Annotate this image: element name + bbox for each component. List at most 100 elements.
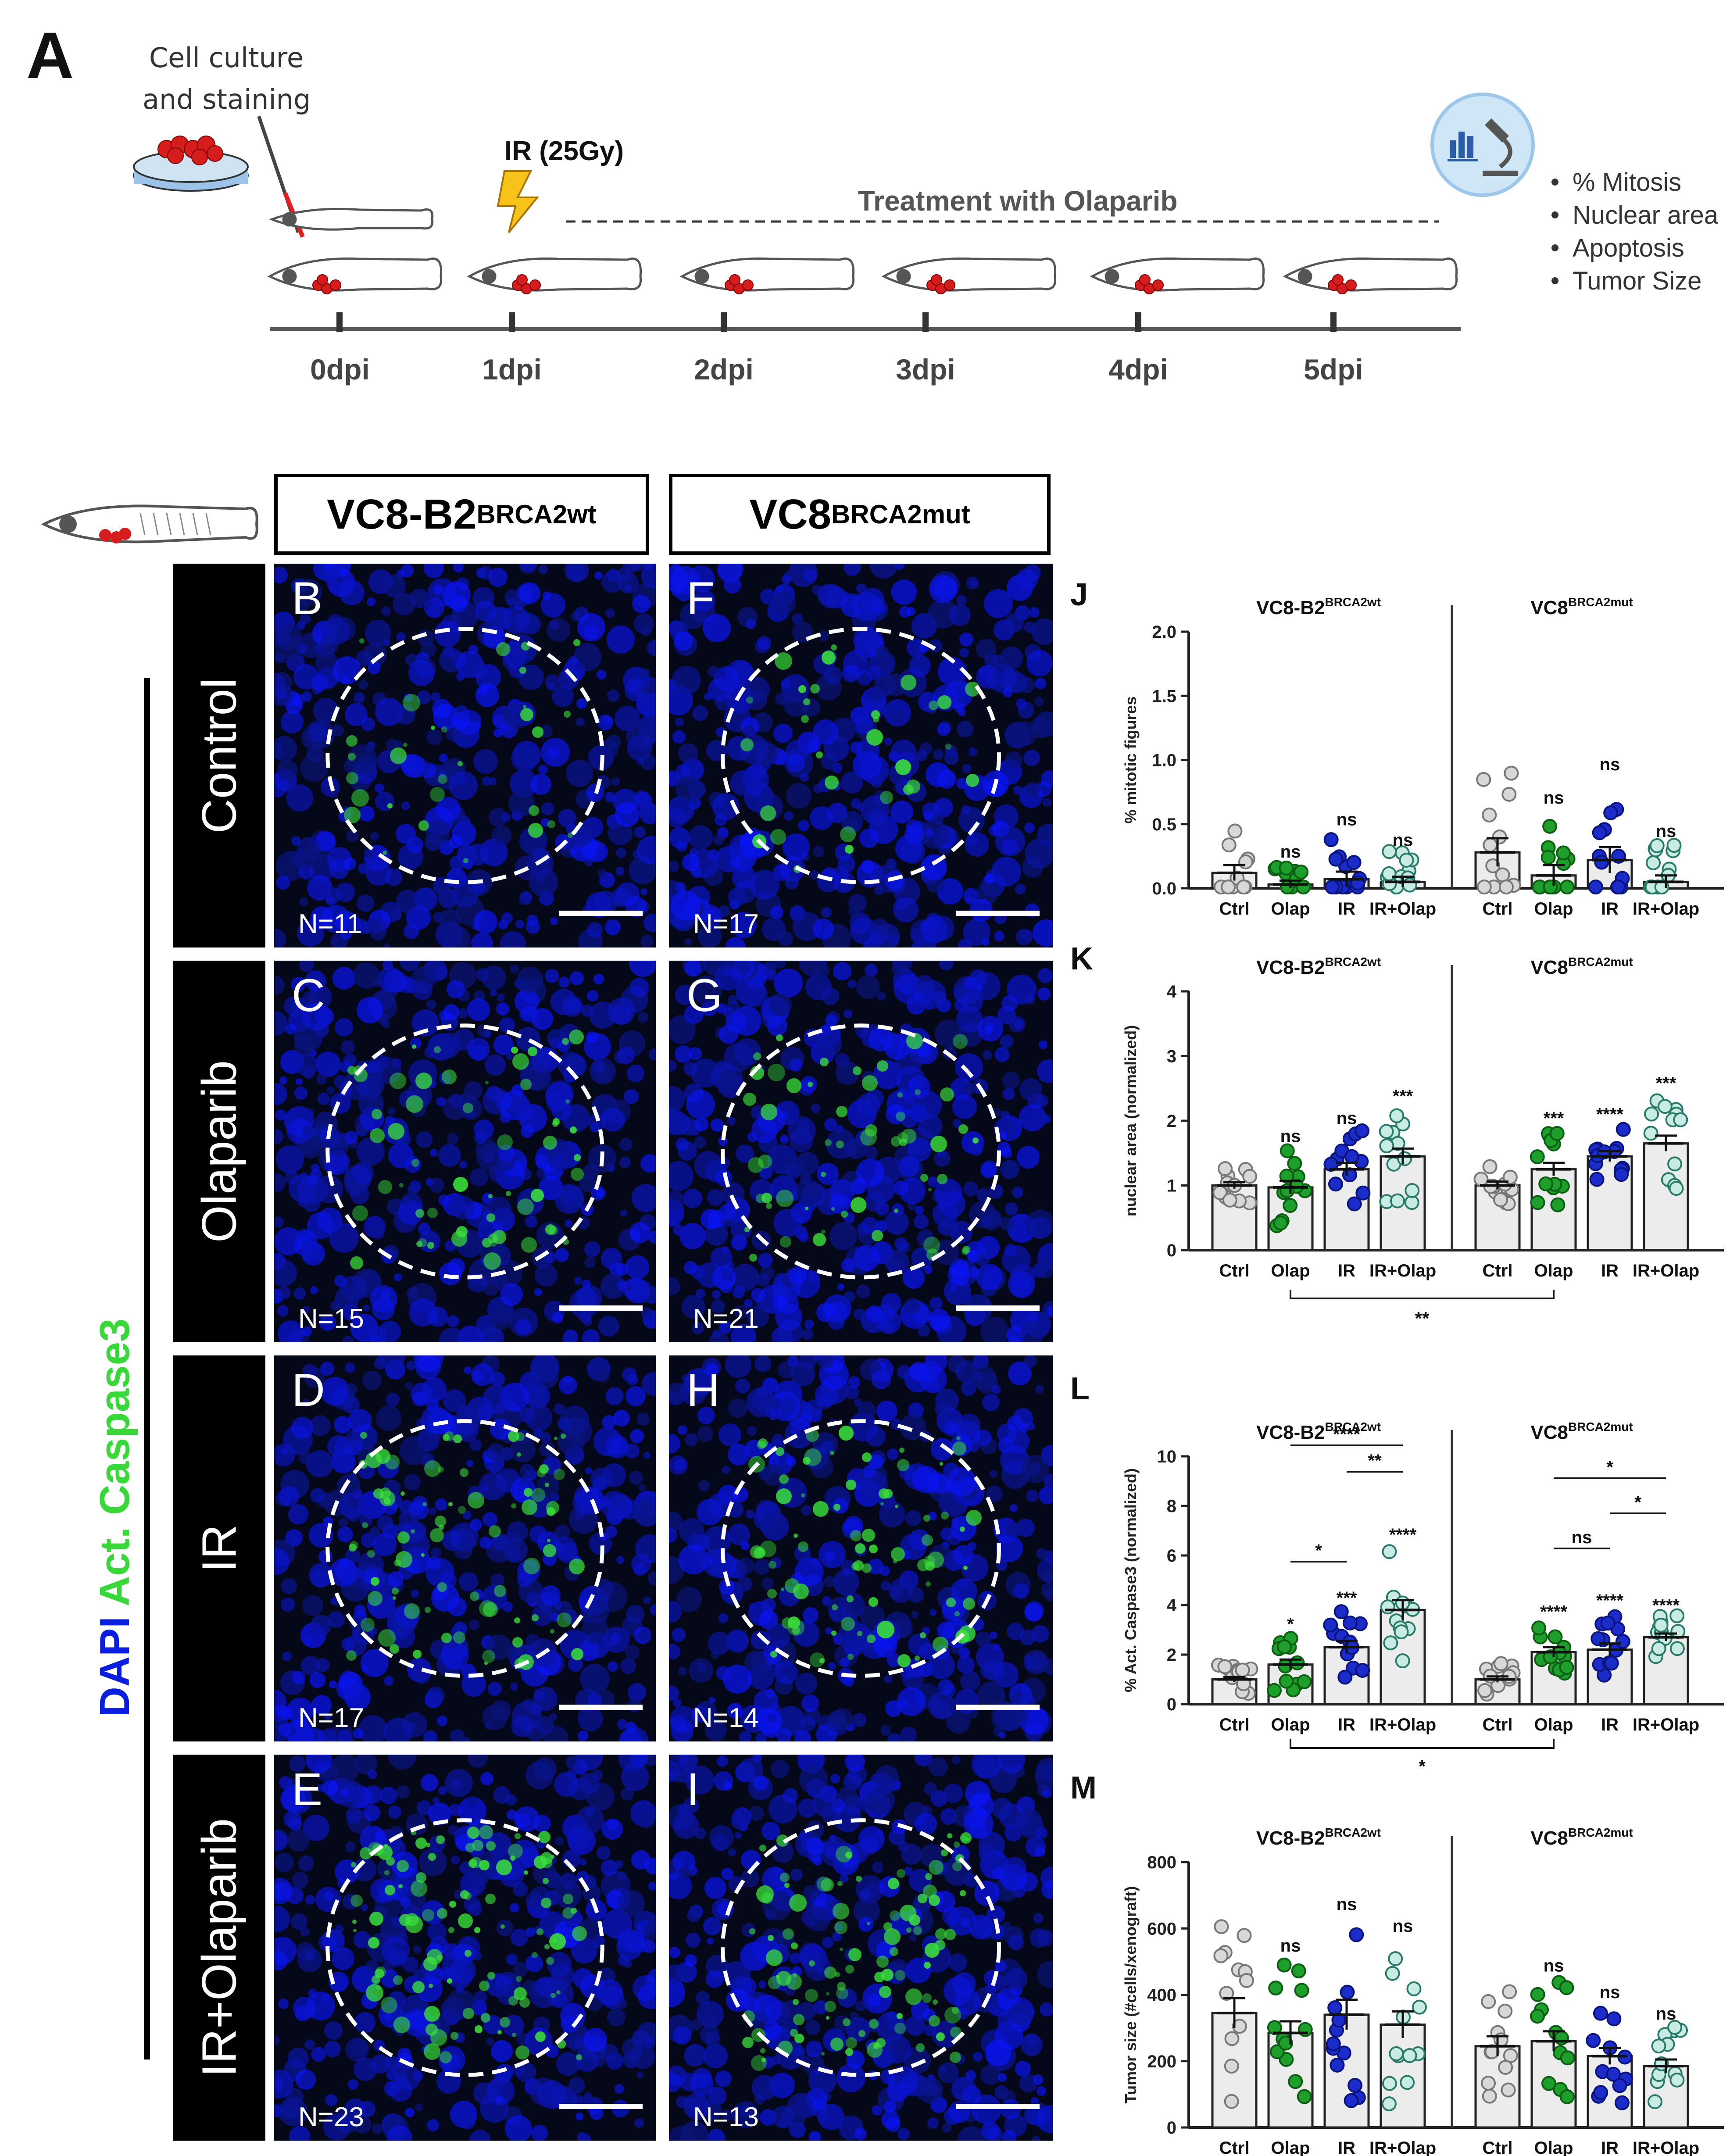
data-point	[1530, 1987, 1545, 2002]
data-point	[1381, 866, 1397, 881]
bar	[1380, 2024, 1426, 2129]
data-point	[1543, 880, 1558, 895]
data-point	[1616, 1122, 1631, 1137]
data-point	[1549, 1126, 1565, 1141]
micrograph-f: F N=17	[669, 564, 1053, 947]
data-point	[1328, 1176, 1343, 1192]
data-point	[1346, 855, 1362, 870]
data-point	[1476, 880, 1492, 895]
data-point	[1355, 1185, 1371, 1201]
data-point	[1559, 2089, 1575, 2104]
data-point	[1280, 1143, 1295, 1158]
data-point	[1603, 805, 1619, 820]
sample-count: N=15	[298, 1304, 364, 1334]
data-point	[1220, 880, 1236, 895]
panel-letter-a: A	[26, 18, 74, 92]
significance-label: ns	[1656, 822, 1676, 841]
data-point	[1325, 880, 1340, 895]
data-point	[1482, 807, 1497, 822]
data-point	[1644, 1106, 1659, 1122]
data-point	[1606, 2011, 1622, 2027]
data-point	[1268, 1981, 1283, 1996]
data-point	[1232, 2019, 1247, 2034]
data-point	[1323, 1617, 1338, 1633]
x-tick-label: Ctrl	[1219, 1715, 1250, 1734]
data-point	[1278, 2035, 1293, 2051]
sample-count: N=14	[693, 1703, 759, 1733]
significance-label: ***	[1656, 1074, 1676, 1093]
y-tick-label: 4	[1167, 1596, 1177, 1615]
x-tick-label: Ctrl	[1483, 1715, 1513, 1734]
data-point	[1591, 1631, 1606, 1646]
data-point	[1485, 858, 1501, 873]
significance-label: ns	[1280, 1127, 1301, 1146]
significance-label: ns	[1280, 842, 1301, 862]
data-point	[1482, 2088, 1497, 2104]
row-label-control: Control	[173, 564, 265, 947]
panel-letter-l: L	[1070, 1371, 1090, 1406]
data-point	[1653, 1617, 1669, 1633]
data-point	[1288, 2074, 1303, 2089]
panel-letter-c: C	[292, 970, 325, 1021]
data-point	[1498, 880, 1514, 895]
data-point	[1342, 1615, 1358, 1630]
data-point	[1493, 1656, 1508, 1671]
y-tick-label: 400	[1147, 1986, 1176, 2005]
panel-letter-i: I	[686, 1764, 700, 1815]
y-tick-label: 3	[1167, 1047, 1176, 1066]
data-point	[1218, 1161, 1233, 1176]
significance-label: ns	[1600, 755, 1620, 774]
y-tick-label: 10	[1157, 1447, 1177, 1466]
x-tick-label: IR	[1338, 1715, 1355, 1734]
x-tick-label: Olap	[1271, 899, 1310, 919]
bar	[1643, 1142, 1689, 1251]
panel-letter-f: F	[686, 573, 715, 624]
stain-label: DAPI Act. Caspase3	[91, 1319, 139, 1717]
panel-letter-h: H	[686, 1365, 720, 1416]
scale-bar	[559, 2104, 643, 2109]
data-point	[1395, 1653, 1410, 1669]
data-point	[1669, 2072, 1685, 2088]
significance-label: ns	[1656, 2004, 1676, 2024]
x-tick-label: Ctrl	[1483, 899, 1513, 919]
readout-1: Nuclear area	[1573, 201, 1719, 229]
readout-0: % Mitosis	[1573, 168, 1681, 197]
data-point	[1382, 2076, 1397, 2091]
data-point	[1333, 1604, 1349, 1620]
group-title: VC8-B2BRCA2wt	[1256, 1826, 1381, 1849]
x-tick-label: Ctrl	[1219, 899, 1250, 919]
sample-count: N=17	[693, 909, 759, 939]
data-point	[1382, 844, 1397, 859]
significance-label: ns	[1393, 830, 1413, 850]
significance-label: ns	[1280, 1936, 1301, 1956]
x-tick-label: Olap	[1534, 1715, 1573, 1734]
data-point	[1647, 2094, 1662, 2110]
comparison-bracket	[1290, 1290, 1555, 1299]
y-tick-label: 1.5	[1152, 686, 1176, 706]
microscope-analysis-icon	[1430, 93, 1535, 197]
comparison-label: ****	[1333, 1425, 1361, 1444]
data-point	[1221, 837, 1237, 853]
x-tick-label: IR	[1338, 1261, 1355, 1280]
x-tick-label: Olap	[1271, 2138, 1310, 2156]
data-point	[1588, 880, 1603, 895]
zebrafish-icon	[679, 257, 855, 294]
data-point	[1498, 2059, 1513, 2075]
data-point	[1279, 1673, 1294, 1689]
data-point	[1390, 1193, 1405, 1209]
y-tick-label: 0.0	[1152, 879, 1176, 898]
data-point	[1593, 2006, 1608, 2021]
y-axis-label: % Act. Caspase3 (normalized)	[1122, 1468, 1140, 1692]
x-tick-label: Olap	[1271, 1261, 1310, 1280]
chart-m: M 0 200 400 600 800 Tumor size (#cells/xenogra…	[1070, 1770, 1724, 2156]
data-point	[1347, 1196, 1362, 1212]
col-header-name: VC8-B2	[327, 490, 477, 538]
data-point	[1402, 877, 1417, 893]
data-point	[1394, 1624, 1409, 1640]
data-point	[1328, 851, 1344, 867]
data-point	[1492, 829, 1507, 844]
y-tick-label: 1	[1167, 1176, 1176, 1196]
x-tick-label: IR+Olap	[1633, 1715, 1699, 1734]
data-point	[1498, 2003, 1513, 2019]
timepoint-1: 1dpi	[482, 353, 542, 386]
